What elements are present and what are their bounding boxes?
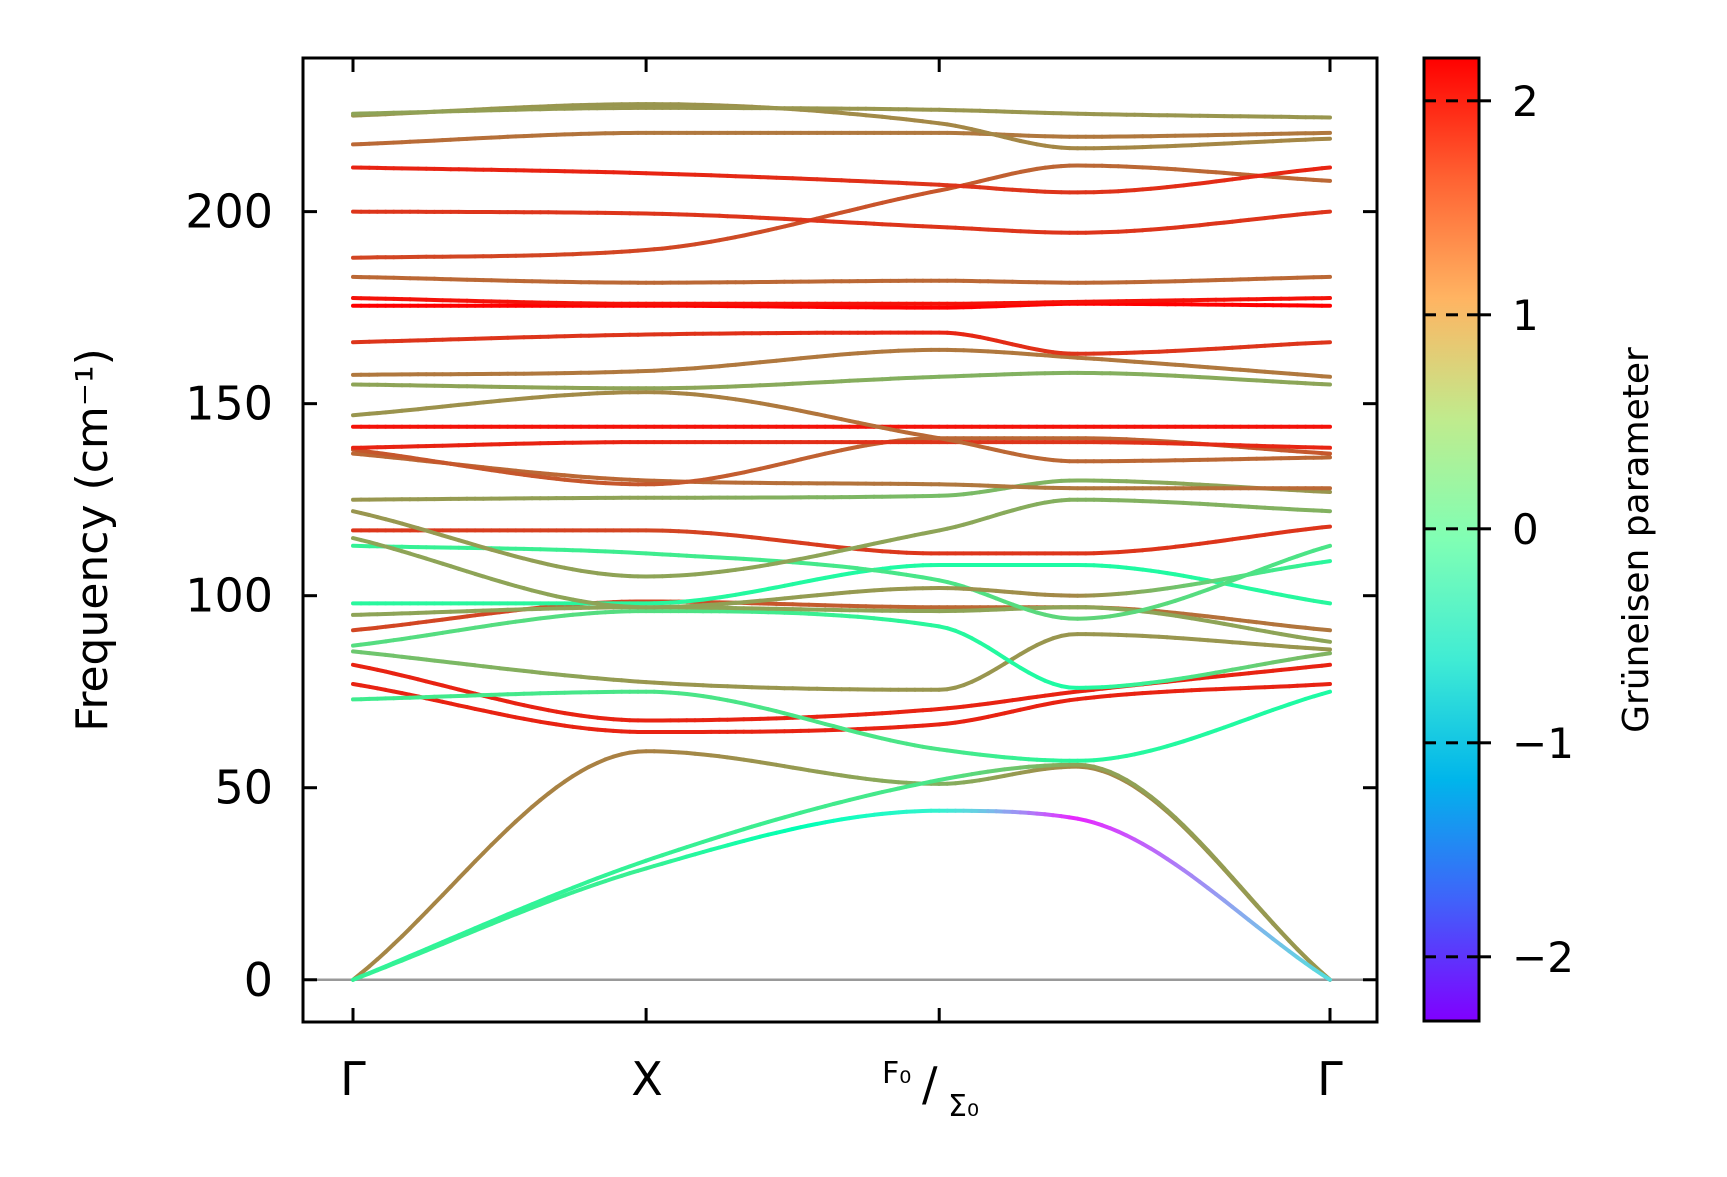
- band-18: [351, 436, 1332, 487]
- band-segment: [1271, 921, 1284, 934]
- band-segment: [1214, 857, 1227, 871]
- band-segment: [1319, 451, 1332, 456]
- band-segment: [1230, 875, 1243, 889]
- band-26: [351, 296, 1332, 306]
- y-tick-label: 150: [185, 377, 273, 431]
- x-tick-label-f0: F₀: [882, 1056, 911, 1091]
- colorbar-tick-label: −2: [1512, 933, 1574, 982]
- band-21: [351, 390, 1332, 464]
- band-29: [351, 209, 1332, 235]
- band-segment: [1319, 543, 1332, 551]
- band-segment: [1319, 178, 1332, 183]
- y-tick-label: 200: [185, 185, 273, 239]
- x-tick-label-gamma-end: Γ: [1317, 1052, 1343, 1106]
- colorbar-tick-label: −1: [1512, 719, 1574, 768]
- band-1: [351, 749, 1332, 982]
- colorbar-tick-label: 2: [1512, 77, 1539, 126]
- band-28: [351, 163, 1332, 260]
- band-24: [351, 330, 1332, 356]
- band-13: [351, 536, 1332, 610]
- colorbar-tick-label: 1: [1512, 291, 1539, 340]
- band-6: [351, 689, 1332, 763]
- colorbar-tick-label: 0: [1512, 505, 1539, 554]
- band-3: [351, 808, 1332, 982]
- band-segment: [1238, 884, 1251, 898]
- band-30: [351, 165, 1332, 195]
- colorbar-ticks: 2 1 0 −1 −2: [1424, 77, 1574, 982]
- band-25: [351, 301, 1332, 310]
- y-tick-label: 0: [244, 953, 273, 1007]
- band-19: [351, 440, 1332, 450]
- band-segment: [1246, 893, 1259, 907]
- band-segment: [1319, 972, 1332, 982]
- band-segment: [1319, 209, 1332, 215]
- band-segment: [1319, 559, 1332, 565]
- colorbar: [1422, 56, 1481, 1023]
- band-segment: [1254, 903, 1267, 917]
- band-22: [351, 370, 1332, 391]
- band-11: [351, 563, 1332, 606]
- band-segment: [1319, 662, 1332, 668]
- y-tick-label: 50: [214, 761, 273, 815]
- band-12: [351, 543, 1332, 621]
- band-8: [351, 609, 1332, 690]
- x-tick-label-sigma0: Σ₀: [948, 1089, 979, 1124]
- band-33: [351, 105, 1332, 120]
- band-5: [351, 682, 1332, 734]
- band-segment: [1222, 866, 1235, 880]
- y-axis-ticks: 0 50 100 150 200: [185, 185, 1377, 1007]
- band-segment: [1262, 912, 1275, 926]
- plot-frame: [301, 56, 1379, 1024]
- y-tick-label: 100: [185, 569, 273, 623]
- colorbar-label: Grüneisen parameter: [1616, 347, 1657, 733]
- band-segment: [1319, 374, 1332, 379]
- band-segment: [1205, 848, 1218, 862]
- x-tick-label-slash: /: [922, 1057, 938, 1111]
- plot-border: [301, 56, 1379, 1024]
- band-27: [351, 274, 1332, 285]
- band-segment: [1319, 689, 1332, 696]
- band-23: [351, 347, 1332, 379]
- band-14: [351, 524, 1332, 556]
- x-axis-ticks: [351, 58, 1332, 1022]
- band-segment: [1319, 651, 1332, 657]
- band-segment: [1319, 600, 1332, 606]
- x-tick-label-gamma-start: Γ: [340, 1052, 366, 1106]
- band-segment: [1319, 524, 1332, 530]
- band-15: [351, 497, 1332, 579]
- band-segment: [1319, 638, 1332, 644]
- band-segment: [1319, 627, 1332, 633]
- band-segment: [1319, 682, 1332, 687]
- band-segment: [1319, 165, 1332, 171]
- band-31: [351, 130, 1332, 147]
- y-axis-label: Frequency (cm⁻¹): [67, 348, 118, 732]
- band-segment: [1319, 647, 1332, 652]
- phonon-bands: [351, 102, 1332, 982]
- x-tick-label-f0-sigma0: F₀ / Σ₀: [882, 1056, 979, 1124]
- x-tick-label-x: X: [631, 1052, 663, 1106]
- band-7: [351, 632, 1332, 692]
